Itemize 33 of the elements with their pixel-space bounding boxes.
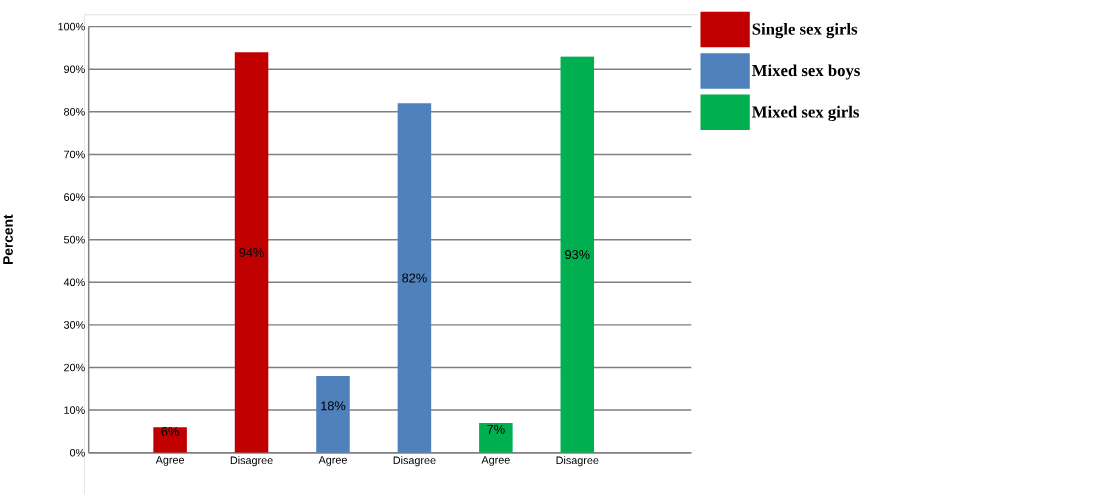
data-label: 93% [565,249,590,259]
y-tick-label: 70% [64,150,85,159]
y-tick-label: 0% [69,448,85,457]
x-tick-label: Disagree [230,456,273,467]
y-axis-title: Percent [3,214,13,264]
bar [397,103,432,453]
legend-label: Single sex girls [752,22,858,39]
y-tick-label: 90% [64,65,85,73]
legend-label: Mixed sex boys [752,64,860,80]
y-tick-label: 80% [64,107,85,116]
legend-label: Mixed sex girls [752,105,859,121]
y-tick-label: 20% [64,363,85,372]
data-label: 6% [161,426,179,436]
bar [560,56,595,453]
x-tick-label: Agree [318,456,347,466]
x-tick-label: Agree [481,456,510,466]
data-label: 18% [321,401,346,411]
x-tick-label: Disagree [556,456,599,467]
data-label: 82% [402,273,427,283]
bar [153,426,187,453]
x-tick-label: Disagree [393,456,436,467]
y-tick-label: 100% [58,22,85,31]
data-label: 94% [239,247,264,257]
bar [479,422,513,453]
y-tick-label: 50% [64,235,85,244]
y-tick-label: 10% [64,406,85,414]
bar [234,52,269,453]
data-label: 7% [487,424,505,434]
y-tick-label: 60% [64,193,85,201]
bar [316,375,350,453]
y-tick-label: 40% [63,278,85,286]
y-tick-label: 30% [63,320,85,329]
x-tick-label: Agree [155,456,185,466]
